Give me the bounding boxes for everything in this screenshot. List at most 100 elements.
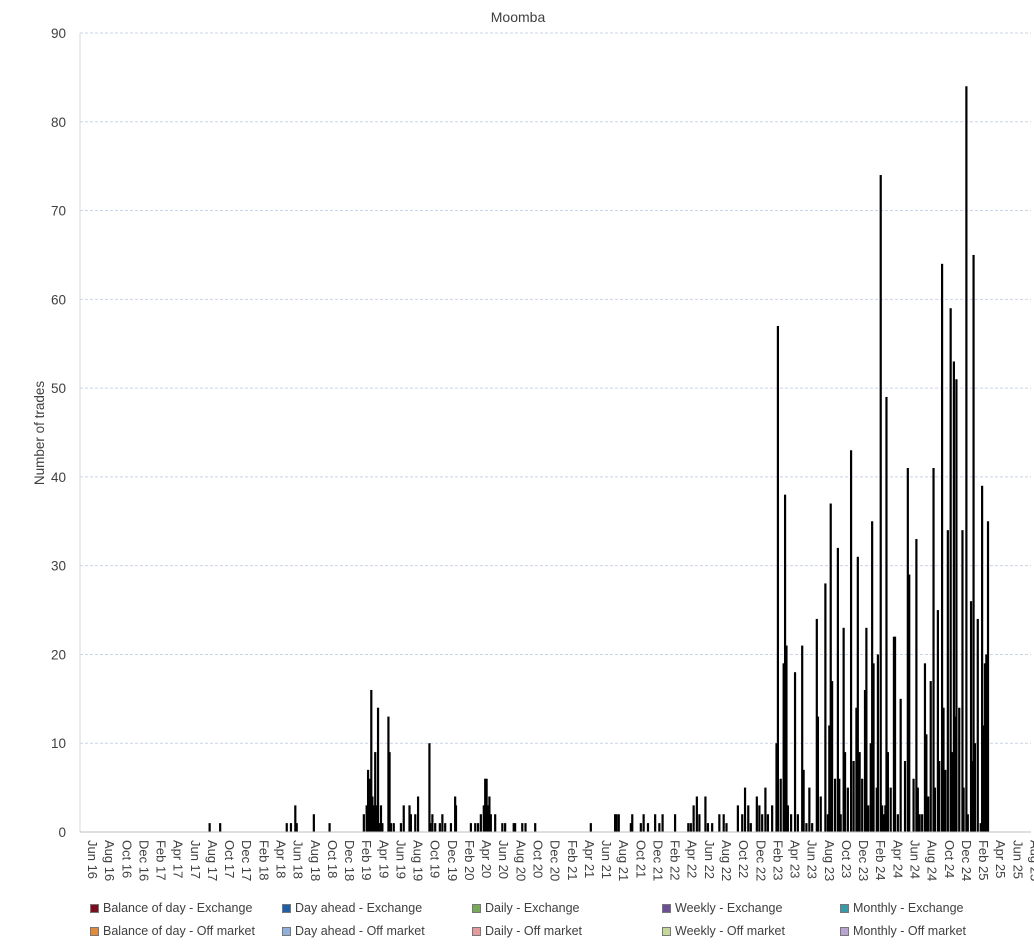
legend-item[interactable]: Weekly - Off market: [662, 921, 785, 941]
bar: [952, 361, 955, 832]
legend-swatch: [90, 903, 99, 913]
y-tick-label: 70: [51, 204, 66, 219]
bar: [982, 725, 985, 832]
x-tick-label: Aug 23: [822, 840, 837, 881]
bar: [775, 743, 778, 832]
bar: [375, 805, 378, 832]
bar: [482, 805, 485, 832]
bar: [861, 778, 864, 832]
x-tick-label: Feb 19: [359, 840, 374, 880]
bar: [776, 325, 780, 832]
bar: [370, 689, 373, 832]
x-tick-label: Jun 20: [496, 840, 511, 879]
bar: [408, 805, 411, 832]
bar: [915, 539, 918, 832]
bar: [429, 823, 432, 832]
bar: [903, 760, 907, 832]
bar: [863, 689, 867, 832]
bar: [938, 760, 941, 832]
bar: [973, 743, 977, 832]
legend-item[interactable]: Monthly - Exchange: [840, 898, 963, 918]
x-tick-label: Aug 24: [925, 840, 940, 881]
bar: [969, 601, 973, 832]
y-tick-label: 20: [51, 647, 66, 662]
x-tick-label: Aug 17: [205, 840, 220, 881]
bar: [879, 175, 882, 833]
legend-item[interactable]: Balance of day - Off market: [90, 921, 255, 941]
x-tick-label: Apr 23: [788, 840, 803, 878]
bar: [725, 823, 728, 832]
x-tick-label: Dec 24: [959, 840, 974, 881]
x-tick-label: Oct 16: [119, 840, 134, 878]
bar: [899, 698, 902, 832]
bar: [285, 823, 288, 832]
legend-item[interactable]: Daily - Off market: [472, 921, 582, 941]
bar: [374, 752, 377, 832]
legend-swatch: [472, 926, 481, 936]
legend-item[interactable]: Daily - Exchange: [472, 898, 580, 918]
legend-label: Day ahead - Off market: [295, 924, 425, 938]
bar: [793, 672, 797, 832]
bar: [704, 796, 707, 832]
bar: [849, 450, 853, 832]
bar: [444, 823, 447, 832]
x-tick-label: Oct 19: [428, 840, 443, 878]
bar: [381, 823, 384, 832]
bar: [805, 823, 808, 832]
legend-swatch: [840, 903, 849, 913]
bar: [949, 308, 952, 833]
legend-item[interactable]: Day ahead - Exchange: [282, 898, 422, 918]
x-tick-label: Aug 16: [102, 840, 117, 881]
x-tick-label: Oct 23: [839, 840, 854, 878]
legend-item[interactable]: Balance of day - Exchange: [90, 898, 252, 918]
bar: [764, 787, 767, 832]
bar: [842, 627, 845, 832]
x-tick-label: Jun 21: [599, 840, 614, 879]
legend-item[interactable]: Monthly - Off market: [840, 921, 966, 941]
bar: [629, 823, 632, 832]
bar: [617, 814, 620, 832]
bar: [371, 796, 374, 832]
bar: [711, 823, 714, 832]
bar: [736, 805, 739, 832]
x-tick-label: Oct 17: [222, 840, 237, 878]
bar: [718, 814, 721, 832]
x-tick-label: Dec 22: [753, 840, 768, 881]
bar: [785, 645, 788, 832]
y-tick-label: 50: [51, 381, 66, 396]
bar: [414, 814, 417, 832]
bar: [698, 814, 701, 832]
bar: [416, 796, 420, 832]
legend-swatch: [282, 926, 291, 936]
legend-item[interactable]: Weekly - Exchange: [662, 898, 782, 918]
y-axis-label: Number of trades: [32, 381, 47, 486]
bar: [761, 814, 764, 832]
bar: [399, 823, 403, 832]
bar: [869, 743, 872, 832]
x-tick-label: Feb 20: [462, 840, 477, 880]
x-tick-label: Jun 22: [702, 840, 717, 879]
bar: [808, 787, 811, 832]
y-tick-label: 0: [58, 825, 66, 840]
bar: [642, 814, 645, 832]
legend-item[interactable]: Day ahead - Off market: [282, 921, 425, 941]
bar: [489, 814, 492, 832]
x-tick-label: Apr 24: [890, 840, 905, 878]
bar: [434, 823, 437, 832]
x-tick-label: Feb 18: [256, 840, 271, 880]
bar: [801, 645, 804, 832]
legend-label: Weekly - Exchange: [675, 901, 783, 915]
bar: [741, 814, 744, 832]
bar: [829, 503, 832, 832]
x-tick-label: Jun 18: [291, 840, 306, 879]
bar: [743, 787, 747, 832]
bar: [836, 547, 839, 832]
bar: [409, 814, 412, 832]
bar: [796, 814, 799, 832]
bar: [932, 468, 935, 832]
bar: [912, 778, 915, 832]
bar: [486, 805, 490, 832]
bar: [782, 663, 785, 832]
x-tick-label: Jun 16: [85, 840, 100, 879]
bar: [771, 805, 774, 832]
